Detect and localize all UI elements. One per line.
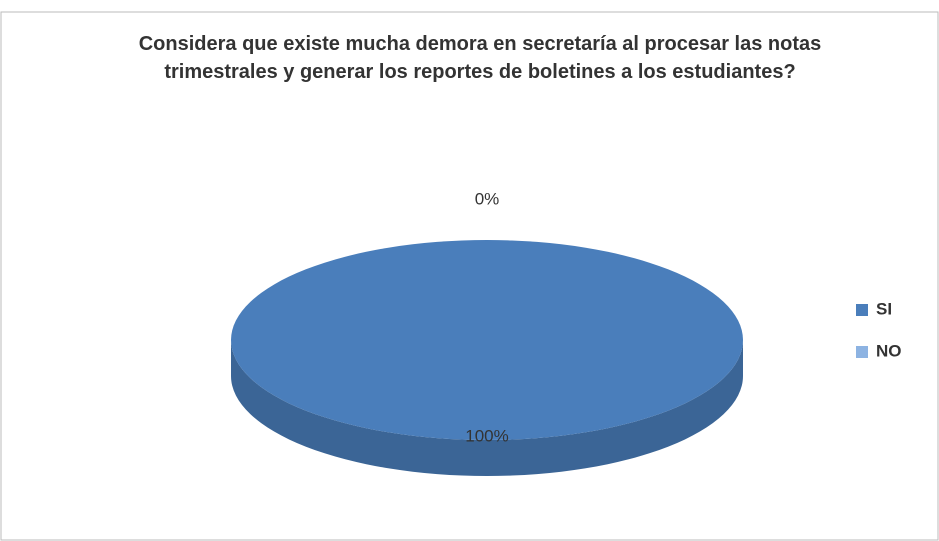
chart-frame [0,11,939,541]
slice-part [231,340,743,476]
slice-part [231,240,743,440]
legend-swatch [856,346,868,358]
legend-label: SI [876,299,892,318]
data-label: 0% [475,189,500,208]
slice [231,240,743,476]
chart-title: Considera que existe mucha demora en sec… [138,33,822,83]
legend-swatch [856,304,868,316]
legend-label: NO [876,341,902,360]
data-label: 100% [465,426,508,445]
